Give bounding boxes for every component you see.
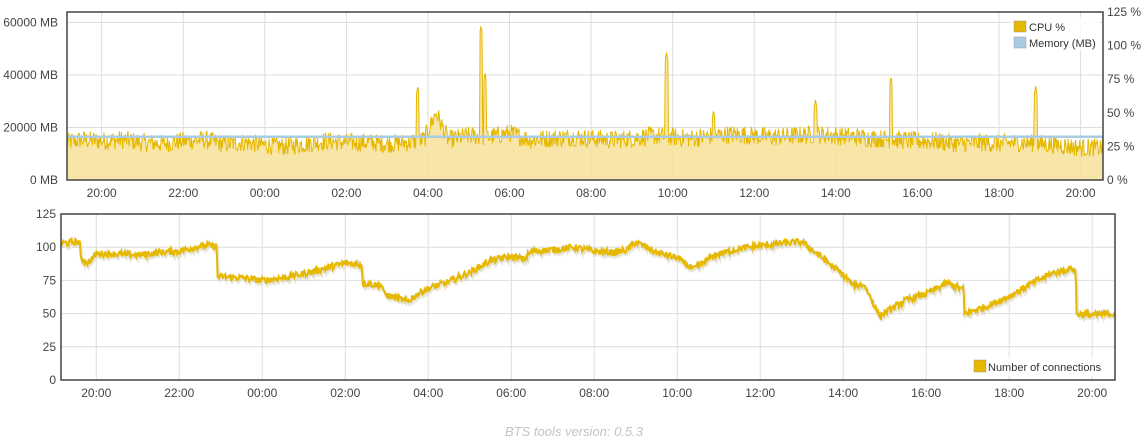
connections-chart: 20:00 22:00 00:00 02:00 04:00 06:00 08:00 10:00…	[36, 207, 1118, 400]
top-x-tick-label: 22:00	[168, 186, 198, 200]
bottom-x-tick-label: 16:00	[911, 386, 941, 400]
cpu-series-line	[66, 25, 1104, 157]
top-x-tick-label: 14:00	[821, 186, 851, 200]
top-y-left-tick-label: 20000 MB	[3, 121, 58, 135]
top-x-tick-label: 16:00	[902, 186, 932, 200]
top-legend: CPU % Memory (MB)	[1010, 17, 1100, 51]
top-x-tick-label: 00:00	[250, 186, 280, 200]
bottom-x-tick-label: 04:00	[413, 386, 443, 400]
top-y-right-tick-label: 50 %	[1107, 106, 1135, 120]
top-x-tick-label: 20:00	[1066, 186, 1096, 200]
bottom-x-tick-label: 06:00	[496, 386, 526, 400]
bottom-x-tick-label: 12:00	[745, 386, 775, 400]
top-plot-frame	[66, 11, 1104, 181]
cpu-memory-chart: 20:00 22:00 00:00 02:00 04:00 06:00 08:00 10:00…	[3, 5, 1141, 200]
top-x-tick-label: 08:00	[576, 186, 606, 200]
top-x-tick-label: 18:00	[984, 186, 1014, 200]
bottom-legend: Number of connections	[970, 357, 1112, 376]
bottom-x-tick-label: 10:00	[662, 386, 692, 400]
legend-swatch-memory	[1013, 36, 1027, 49]
bottom-x-tick-label: 14:00	[828, 386, 858, 400]
top-x-tick-label: 04:00	[413, 186, 443, 200]
version-footer: BTS tools version: 0.5.3	[504, 424, 643, 439]
top-y-left-tick-label: 0 MB	[30, 173, 58, 187]
top-y-left-tick-label: 40000 MB	[3, 68, 58, 82]
legend-label-connections: Number of connections	[988, 362, 1102, 374]
connections-series-shadow	[60, 236, 1118, 324]
bottom-x-tick-label: 08:00	[579, 386, 609, 400]
bottom-y-tick-label: 25	[43, 340, 57, 354]
top-y-left-tick-label: 60000 MB	[3, 16, 58, 30]
legend-label-memory: Memory (MB)	[1029, 38, 1096, 50]
top-x-tick-label: 20:00	[87, 186, 117, 200]
bottom-y-tick-label: 125	[36, 207, 56, 221]
cpu-area	[67, 27, 1103, 180]
bottom-y-tick-label: 50	[43, 307, 57, 321]
bottom-x-tick-label: 02:00	[330, 386, 360, 400]
bottom-x-tick-label: 00:00	[247, 386, 277, 400]
bottom-x-tick-label: 18:00	[994, 386, 1024, 400]
top-x-tick-label: 06:00	[495, 186, 525, 200]
legend-swatch-cpu	[1013, 20, 1027, 33]
legend-swatch-connections	[973, 359, 987, 373]
top-y-right-tick-label: 25 %	[1107, 139, 1135, 153]
bottom-x-tick-label: 20:00	[1077, 386, 1107, 400]
top-y-right-tick-label: 75 %	[1107, 72, 1135, 86]
top-x-tick-label: 12:00	[739, 186, 769, 200]
top-x-tick-label: 10:00	[658, 186, 688, 200]
connections-series-line	[60, 236, 1116, 321]
top-y-right-tick-label: 0 %	[1107, 173, 1128, 187]
bottom-y-tick-label: 75	[43, 273, 57, 287]
bottom-x-tick-label: 20:00	[81, 386, 111, 400]
top-y-right-tick-label: 100 %	[1107, 39, 1141, 53]
bottom-plot-frame	[60, 213, 1116, 381]
legend-label-cpu: CPU %	[1029, 22, 1065, 34]
bottom-legend-bg	[970, 357, 1112, 376]
bottom-y-tick-label: 0	[49, 373, 56, 387]
bottom-x-tick-label: 22:00	[164, 386, 194, 400]
top-y-right-tick-label: 125 %	[1107, 5, 1141, 19]
bottom-y-tick-label: 100	[36, 240, 56, 254]
top-x-tick-label: 02:00	[331, 186, 361, 200]
